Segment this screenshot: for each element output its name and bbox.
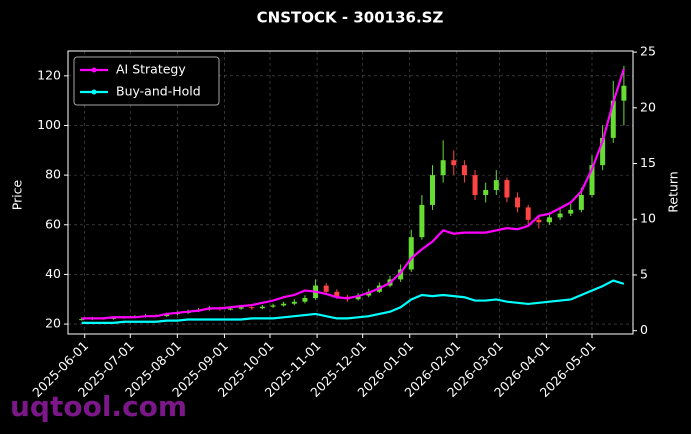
candle-body	[451, 160, 457, 166]
y2-tick-label: 10	[640, 211, 656, 226]
series-line	[81, 68, 625, 320]
candle-body	[238, 307, 244, 309]
candle-body	[610, 100, 616, 138]
legend-box	[73, 56, 220, 106]
candle-body	[568, 209, 574, 214]
y2-tick-label: 25	[640, 44, 656, 59]
legend-marker	[91, 67, 97, 73]
candle-body	[525, 207, 531, 220]
candle-body	[493, 180, 499, 191]
legend-label: Buy-and-Hold	[116, 84, 201, 99]
plot-frame	[67, 50, 634, 335]
candle-body	[408, 237, 414, 270]
y-tick-label: 80	[45, 167, 61, 182]
y2-tick-label: 5	[640, 266, 648, 281]
candle-body	[578, 194, 584, 210]
y-axis-label: Price	[10, 179, 25, 210]
y2-tick-label: 20	[640, 99, 656, 114]
y-tick-label: 20	[45, 316, 61, 331]
candle-body	[302, 298, 308, 302]
candle-body	[270, 305, 276, 307]
candle-body	[249, 307, 255, 309]
y-tick-label: 100	[37, 117, 61, 132]
candle-body	[504, 180, 510, 198]
candle-body	[472, 175, 478, 195]
candle-body	[440, 160, 446, 176]
chart-title: CNSTOCK - 300136.SZ	[257, 9, 444, 27]
candle-body	[430, 175, 436, 205]
candle-body	[334, 291, 340, 297]
candle-body	[515, 197, 521, 208]
candle-body	[483, 190, 489, 195]
candle-body	[419, 204, 425, 238]
y2-tick-label: 0	[640, 322, 648, 337]
y-tick-label: 40	[45, 266, 61, 281]
candle-body	[164, 314, 170, 317]
candle-body	[589, 165, 595, 195]
legend-marker	[91, 89, 97, 95]
candle-body	[546, 217, 552, 223]
watermark: uqtool.com	[10, 390, 187, 423]
candle-body	[461, 165, 467, 176]
candle-body	[600, 137, 606, 166]
y-tick-label: 60	[45, 216, 61, 231]
y-tick-label: 120	[37, 67, 61, 82]
candle-body	[398, 269, 404, 280]
candle-body	[621, 85, 627, 101]
candle-body	[557, 213, 563, 218]
candle-body	[281, 303, 287, 306]
y2-tick-label: 15	[640, 155, 656, 170]
y2-axis-label: Return	[666, 171, 681, 212]
legend-label: AI Strategy	[116, 62, 186, 77]
candle-body	[228, 308, 234, 310]
candle-body	[259, 306, 265, 309]
candle-body	[536, 219, 542, 223]
candle-body	[323, 285, 329, 292]
candle-body	[355, 295, 361, 300]
candle-body	[79, 319, 85, 321]
series-line	[81, 279, 625, 324]
candle-body	[291, 301, 297, 304]
